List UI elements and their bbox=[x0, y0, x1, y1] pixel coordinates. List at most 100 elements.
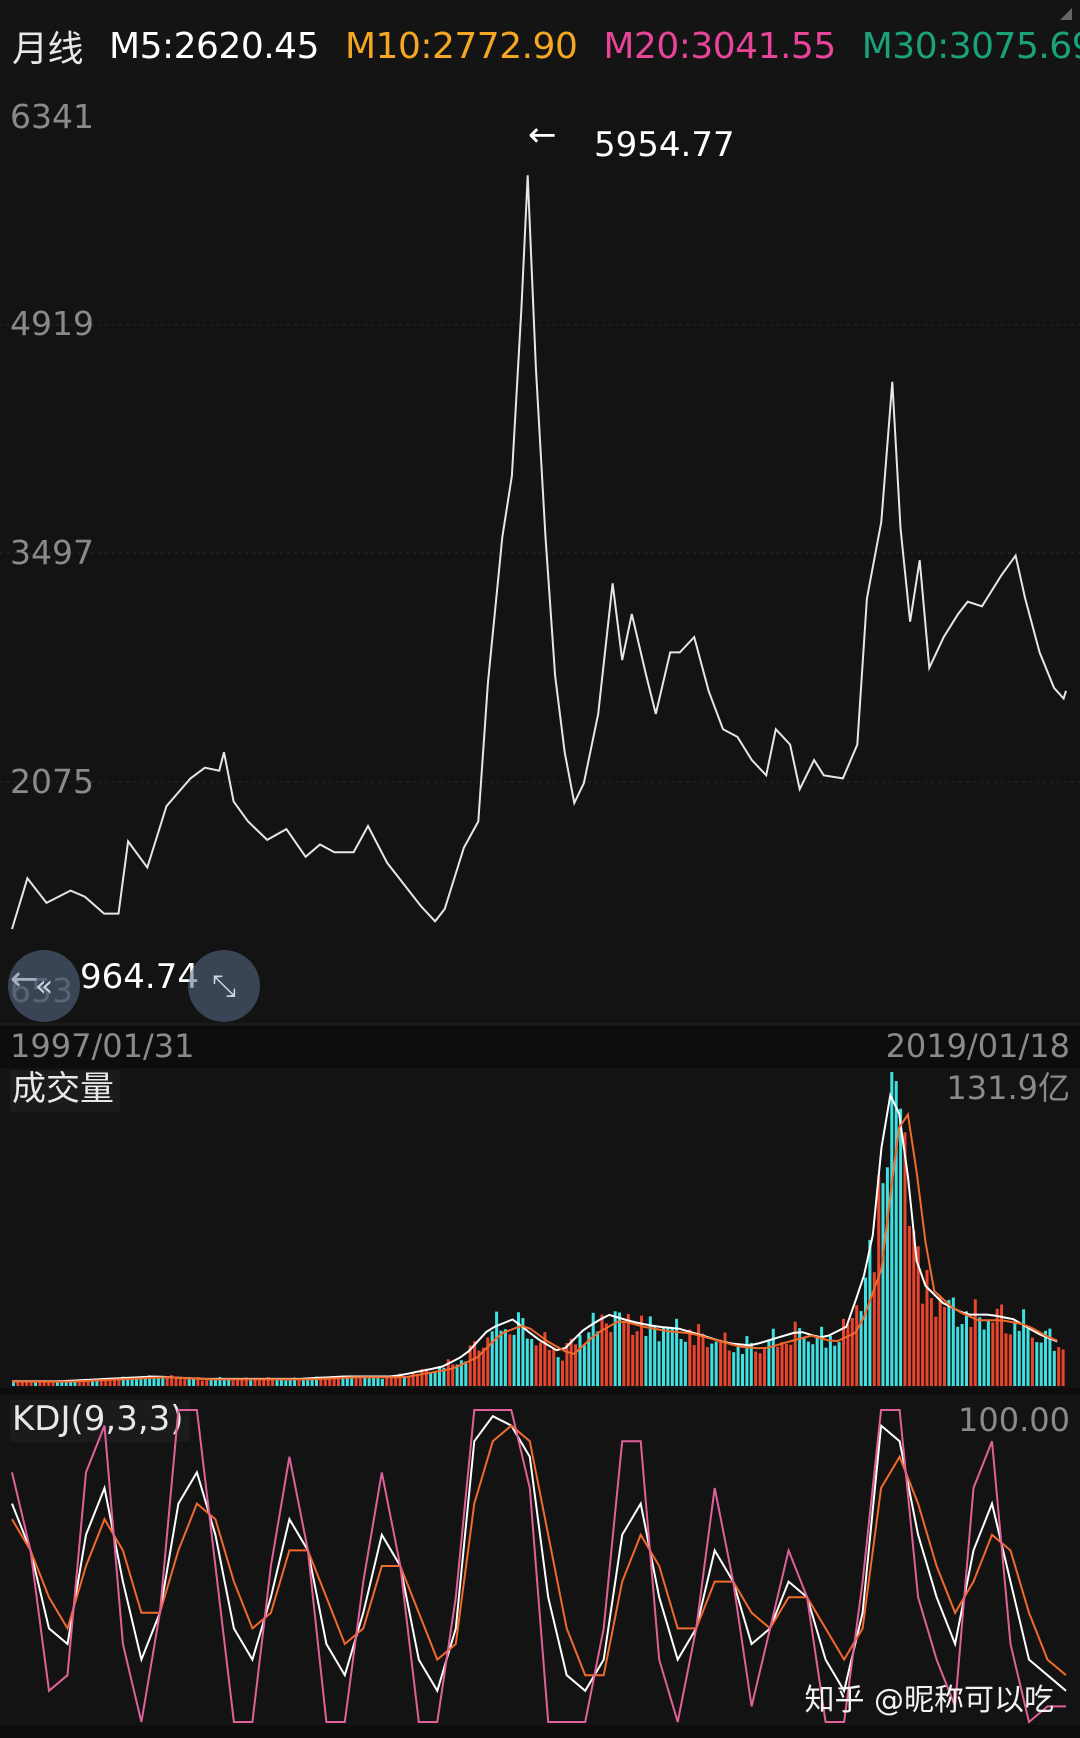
volume-bar bbox=[240, 1378, 244, 1386]
volume-bar bbox=[793, 1321, 797, 1386]
volume-bar bbox=[855, 1305, 859, 1386]
kdj-k-line bbox=[11, 1414, 1067, 1694]
volume-bar bbox=[925, 1269, 929, 1386]
kdj-j-line bbox=[11, 1409, 1066, 1724]
volume-bar bbox=[956, 1326, 960, 1386]
volume-bar bbox=[416, 1374, 419, 1386]
volume-bar bbox=[143, 1376, 147, 1386]
kdj-panel[interactable] bbox=[0, 1395, 1080, 1725]
ma-header: 月线 M5:2620.45 M10:2772.90 M20:3041.55 M3… bbox=[0, 0, 1080, 92]
volume-bar bbox=[358, 1378, 362, 1386]
volume-bar bbox=[121, 1376, 125, 1386]
volume-bar bbox=[486, 1337, 490, 1386]
ma20-label: M20:3041.55 bbox=[603, 25, 836, 67]
fullscreen-button[interactable]: ⤡ bbox=[188, 950, 260, 1022]
volume-bar bbox=[604, 1323, 608, 1386]
volume-bar bbox=[64, 1380, 68, 1386]
volume-bar bbox=[156, 1378, 160, 1386]
volume-bar bbox=[872, 1272, 876, 1386]
volume-bar bbox=[1022, 1309, 1026, 1386]
volume-bar bbox=[464, 1361, 468, 1386]
volume-bar bbox=[556, 1357, 560, 1386]
y-label-4: 2075 bbox=[10, 762, 94, 801]
volume-bar bbox=[1008, 1334, 1012, 1386]
y-label-max: 6341 bbox=[10, 97, 94, 136]
volume-bar bbox=[306, 1380, 310, 1386]
volume-bar bbox=[934, 1316, 938, 1386]
volume-bar bbox=[508, 1334, 512, 1386]
volume-bar bbox=[363, 1375, 367, 1386]
volume-bar bbox=[929, 1298, 933, 1386]
price-panel[interactable] bbox=[0, 92, 1080, 1026]
volume-bar bbox=[187, 1379, 191, 1386]
volume-bar bbox=[135, 1377, 138, 1386]
volume-bar bbox=[978, 1317, 982, 1386]
volume-bar bbox=[25, 1381, 29, 1386]
volume-bar bbox=[622, 1322, 626, 1386]
volume-bar bbox=[420, 1369, 424, 1386]
volume-bar bbox=[126, 1378, 130, 1386]
volume-bar bbox=[253, 1379, 257, 1386]
volume-bar bbox=[328, 1377, 332, 1386]
volume-bar bbox=[165, 1378, 169, 1386]
volume-bar bbox=[806, 1341, 810, 1386]
volume-bar bbox=[626, 1314, 630, 1386]
volume-bar bbox=[653, 1327, 657, 1386]
volume-bar bbox=[763, 1347, 766, 1386]
volume-bar bbox=[688, 1329, 692, 1386]
volume-bar bbox=[82, 1381, 86, 1386]
volume-bar bbox=[644, 1336, 648, 1386]
ma30-label: M30:3075.69 bbox=[861, 25, 1080, 67]
volume-bar bbox=[846, 1324, 850, 1386]
volume-bar bbox=[824, 1347, 828, 1386]
watermark: 知乎 @昵称可以吃 bbox=[804, 1683, 1054, 1718]
scroll-left-button[interactable]: « bbox=[8, 950, 80, 1022]
volume-bar bbox=[1030, 1337, 1034, 1386]
volume-bar bbox=[345, 1377, 349, 1386]
kdj-max-label: 100.00 bbox=[958, 1401, 1070, 1439]
volume-bar bbox=[820, 1326, 824, 1386]
volume-bar bbox=[736, 1346, 740, 1386]
volume-bar bbox=[965, 1311, 968, 1386]
volume-bar bbox=[670, 1328, 674, 1386]
volume-bar bbox=[741, 1354, 744, 1386]
volume-bar bbox=[609, 1331, 613, 1386]
volume-bar bbox=[921, 1303, 925, 1386]
volume-bar bbox=[692, 1345, 696, 1386]
volume-bar bbox=[1004, 1333, 1008, 1386]
volume-bar bbox=[784, 1344, 788, 1386]
volume-bar bbox=[525, 1338, 529, 1386]
volume-bar bbox=[398, 1373, 402, 1386]
volume-bar bbox=[982, 1329, 986, 1386]
volume-bar bbox=[798, 1328, 802, 1386]
volume-bar bbox=[635, 1331, 639, 1386]
volume-bar bbox=[675, 1318, 679, 1386]
volume-bar bbox=[969, 1327, 973, 1386]
volume-bar bbox=[130, 1379, 134, 1386]
volume-bar bbox=[859, 1311, 863, 1386]
volume-bar bbox=[938, 1296, 942, 1386]
max-arrow: ← bbox=[528, 115, 557, 155]
volume-bar bbox=[552, 1348, 556, 1386]
volume-bar bbox=[42, 1381, 46, 1386]
volume-bar bbox=[758, 1353, 762, 1386]
volume-bar bbox=[666, 1326, 670, 1386]
volume-bar bbox=[802, 1337, 806, 1386]
volume-max-label: 131.9亿 bbox=[946, 1069, 1070, 1107]
volume-bar bbox=[495, 1311, 499, 1386]
volume-bar bbox=[451, 1364, 455, 1386]
volume-bar bbox=[244, 1377, 248, 1386]
volume-bar bbox=[257, 1380, 261, 1386]
volume-bar bbox=[710, 1343, 714, 1386]
volume-bar bbox=[517, 1312, 520, 1386]
volume-bar bbox=[679, 1339, 683, 1386]
volume-bar bbox=[402, 1376, 406, 1386]
volume-bar bbox=[385, 1377, 389, 1386]
volume-bar bbox=[1017, 1330, 1021, 1386]
volume-bar bbox=[271, 1379, 275, 1386]
volume-bar bbox=[372, 1375, 376, 1386]
volume-bar bbox=[574, 1344, 578, 1386]
min-annotation: 964.74 bbox=[80, 957, 199, 997]
volume-bar bbox=[697, 1324, 701, 1386]
